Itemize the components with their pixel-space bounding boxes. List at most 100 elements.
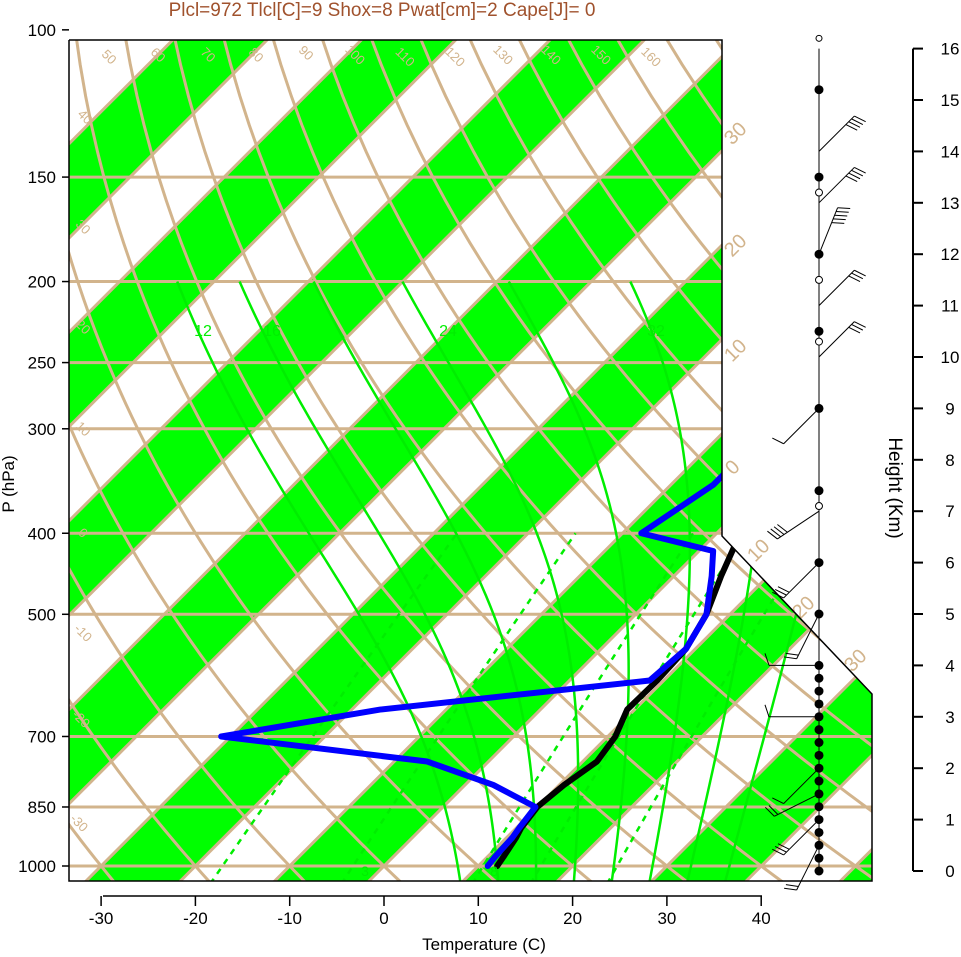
wind-barb-feather xyxy=(848,121,861,128)
x-tick-label: -20 xyxy=(183,909,208,928)
wind-dot xyxy=(814,249,824,259)
height-axis-title: Height (Km) xyxy=(884,437,905,538)
wind-dot xyxy=(814,802,824,812)
wind-barb-feather xyxy=(764,653,770,666)
wind-barb-feather xyxy=(836,210,849,213)
wind-dot xyxy=(814,738,824,747)
p-tick-label: 250 xyxy=(28,354,56,373)
wind-dot xyxy=(814,85,824,95)
height-tick-label: 12 xyxy=(941,245,960,264)
wind-dot xyxy=(815,337,823,346)
wind-dot xyxy=(815,34,823,42)
isotherm-label: 30 xyxy=(840,645,871,676)
isotherm-band xyxy=(69,40,652,881)
wind-barb-feather xyxy=(773,526,785,535)
wind-barb-feather xyxy=(764,704,770,717)
temperature-trace xyxy=(494,44,872,869)
wind-barb-feather xyxy=(770,528,782,538)
wind-profile xyxy=(764,34,866,891)
moist-adiabat-label: 32 xyxy=(647,323,665,340)
height-tick-label: 13 xyxy=(941,194,960,213)
wind-barb-feather xyxy=(785,884,799,887)
height-tick-label: 11 xyxy=(941,297,959,316)
mixing-ratio-line xyxy=(340,532,577,881)
wind-barb xyxy=(783,408,820,445)
p-tick-label: 300 xyxy=(28,420,56,439)
dry-adiabat-label: 90 xyxy=(296,42,317,63)
isotherm-label: 20 xyxy=(720,230,751,261)
wind-barb-feather xyxy=(851,272,864,280)
wind-barb xyxy=(783,767,820,804)
wind-dot xyxy=(815,188,823,197)
wind-dot xyxy=(814,699,824,709)
wind-barb xyxy=(796,845,820,891)
moist-adiabats xyxy=(176,280,858,881)
isotherm-line xyxy=(536,40,872,881)
height-tick-label: 2 xyxy=(945,759,954,778)
moist-adiabat xyxy=(401,280,580,881)
p-tick-label: 400 xyxy=(28,524,56,543)
wind-dot xyxy=(814,486,824,496)
wind-barb-feather xyxy=(851,324,864,331)
wind-dot xyxy=(814,776,824,786)
temperature-axis: -30 -20 -10 0 10 20 30 40 xyxy=(89,895,771,928)
y-axis-title: P (hPa) xyxy=(0,455,18,512)
x-axis-title: Temperature (C) xyxy=(422,935,546,954)
wind-barb-feather xyxy=(854,115,866,123)
mixing-ratio-line xyxy=(209,532,459,881)
x-tick-label: 20 xyxy=(563,909,582,928)
wind-barb-feather xyxy=(764,806,775,817)
p-tick-label: 150 xyxy=(28,168,56,187)
isotherm-line xyxy=(631,40,872,881)
p-tick-label: 100 xyxy=(28,21,56,40)
p-tick-label: 850 xyxy=(28,798,56,817)
wind-dot xyxy=(815,502,823,511)
x-tick-label: -30 xyxy=(89,909,114,928)
isotherm-line xyxy=(69,40,872,881)
wind-barb-feather xyxy=(845,124,858,131)
dry-adiabat-label: 160 xyxy=(638,44,664,70)
chart-title: Plcl=972 Tlcl[C]=9 Shox=8 Pwat[cm]=2 Cap… xyxy=(169,0,596,21)
x-tick-label: 30 xyxy=(657,909,676,928)
wind-barb-feather xyxy=(845,175,858,183)
wind-barb xyxy=(796,613,820,659)
wind-barb-feather xyxy=(834,214,848,217)
height-tick-label: 5 xyxy=(945,605,954,624)
wind-barb-feather xyxy=(784,887,797,891)
height-tick-label: 1 xyxy=(945,811,954,830)
wind-dot xyxy=(814,827,824,837)
x-tick-label: 40 xyxy=(752,909,771,928)
isotherm-label: -30 xyxy=(67,811,91,835)
moist-adiabat-label: 16 xyxy=(263,323,281,340)
wind-barb-feather xyxy=(774,846,787,853)
height-tick-label: 15 xyxy=(941,91,960,110)
wind-barb-feather xyxy=(854,269,866,277)
mixing-ratio-label: 3 xyxy=(361,863,369,879)
wind-barb-feather xyxy=(772,591,784,599)
wind-barb-feather xyxy=(772,437,784,445)
isotherm-band xyxy=(69,40,463,881)
height-tick-label: 4 xyxy=(945,656,954,675)
dry-adiabat xyxy=(69,40,500,881)
isotherm-band xyxy=(69,40,872,881)
isotherm-band xyxy=(69,40,840,881)
wind-barb xyxy=(818,321,855,358)
wind-barb xyxy=(774,793,820,817)
wind-barb-feather xyxy=(767,530,778,540)
wind-barb-feather xyxy=(784,656,797,660)
height-tick-label: 8 xyxy=(945,451,954,470)
wind-dot xyxy=(815,275,823,284)
wind-barb-feather xyxy=(833,218,846,221)
height-tick-label: 6 xyxy=(945,554,954,573)
dry-adiabat-label: 50 xyxy=(99,46,120,67)
wind-barb-feather xyxy=(854,321,866,328)
height-tick-label: 9 xyxy=(945,399,954,418)
isotherm-label: -10 xyxy=(71,621,95,645)
dry-adiabat xyxy=(69,40,213,881)
wind-barb xyxy=(818,167,855,204)
wind-barb-feather xyxy=(774,589,787,596)
x-tick-label: 0 xyxy=(379,909,388,928)
wind-dot xyxy=(814,673,824,683)
wind-barb-feather xyxy=(854,166,866,174)
